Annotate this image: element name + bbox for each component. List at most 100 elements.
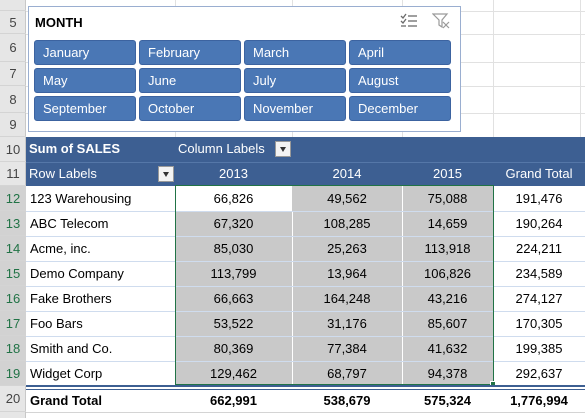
- slicer-item-september[interactable]: September: [34, 96, 136, 121]
- row-divider: [26, 336, 585, 337]
- clear-filter-icon[interactable]: [431, 13, 451, 31]
- grand-total-cell[interactable]: 575,324: [424, 393, 471, 408]
- value-cell[interactable]: 68,797: [327, 366, 367, 381]
- row-total-cell[interactable]: 274,127: [515, 291, 563, 306]
- row-label-cell[interactable]: Widget Corp: [30, 366, 103, 381]
- row-label-cell[interactable]: Fake Brothers: [30, 291, 112, 306]
- row-total-cell[interactable]: 199,385: [515, 341, 563, 356]
- row-header-partial[interactable]: [0, 0, 26, 11]
- row-total-cell[interactable]: 292,637: [515, 366, 563, 381]
- row-total-cell[interactable]: 170,305: [515, 316, 563, 331]
- row-label-cell[interactable]: Foo Bars: [30, 316, 83, 331]
- row-label-cell[interactable]: Acme, inc.: [30, 241, 91, 256]
- row-header-11[interactable]: 11: [0, 162, 26, 186]
- row-header-7[interactable]: 7: [0, 62, 26, 86]
- shaded-cells: [292, 186, 493, 211]
- pivot-subheader-row: Row Labels 2013 2014 2015 Grand Total: [26, 162, 585, 186]
- row-header-12[interactable]: 12: [0, 186, 26, 211]
- value-cell[interactable]: 66,663: [213, 291, 254, 306]
- value-cell[interactable]: 85,607: [427, 316, 468, 331]
- slicer-item-june[interactable]: June: [139, 68, 241, 93]
- row-divider: [26, 286, 585, 287]
- row-divider: [26, 311, 585, 312]
- value-cell[interactable]: 66,826: [213, 191, 254, 206]
- row-header-5[interactable]: 5: [0, 11, 26, 34]
- value-cell[interactable]: 53,522: [213, 316, 254, 331]
- value-cell[interactable]: 41,632: [427, 341, 468, 356]
- value-cell[interactable]: 129,462: [210, 366, 257, 381]
- value-cell[interactable]: 75,088: [427, 191, 468, 206]
- row-label-cell[interactable]: Smith and Co.: [30, 341, 113, 356]
- row-header-18[interactable]: 18: [0, 336, 26, 361]
- slicer-item-august[interactable]: August: [349, 68, 451, 93]
- value-cell[interactable]: 67,320: [213, 216, 254, 231]
- value-cell[interactable]: 80,369: [213, 341, 254, 356]
- value-cell[interactable]: 164,248: [323, 291, 371, 306]
- grid-line: [26, 412, 585, 413]
- value-cell[interactable]: 85,030: [213, 241, 254, 256]
- row-total-cell[interactable]: 190,264: [515, 216, 563, 231]
- row-header-13[interactable]: 13: [0, 211, 26, 236]
- value-cell[interactable]: 25,263: [327, 241, 367, 256]
- slicer-item-may[interactable]: May: [34, 68, 136, 93]
- row-total-cell[interactable]: 224,211: [515, 241, 563, 256]
- row-header-10[interactable]: 10: [0, 137, 26, 162]
- slicer-item-november[interactable]: November: [244, 96, 346, 121]
- grand-total-divider: [26, 385, 585, 387]
- row-label-cell[interactable]: 123 Warehousing: [30, 191, 132, 206]
- year-header-2013[interactable]: 2013: [219, 166, 248, 181]
- value-cell[interactable]: 31,176: [327, 316, 367, 331]
- row-header-16[interactable]: 16: [0, 286, 26, 311]
- grand-total-cell[interactable]: 538,679: [323, 393, 371, 408]
- value-cell[interactable]: 49,562: [327, 191, 367, 206]
- row-header-15[interactable]: 15: [0, 261, 26, 286]
- slicer-item-january[interactable]: January: [34, 40, 136, 65]
- row-labels-filter-dropdown[interactable]: [158, 166, 174, 182]
- value-cell[interactable]: 13,964: [327, 266, 367, 281]
- value-cell[interactable]: 43,216: [427, 291, 468, 306]
- slicer-title: MONTH: [35, 15, 83, 30]
- slicer-item-october[interactable]: October: [139, 96, 241, 121]
- row-divider: [26, 236, 585, 237]
- grand-total-label[interactable]: Grand Total: [30, 393, 102, 408]
- grand-total-overall-cell[interactable]: 1,776,994: [510, 393, 568, 408]
- slicer-item-april[interactable]: April: [349, 40, 451, 65]
- row-label-cell[interactable]: Demo Company: [30, 266, 124, 281]
- slicer-item-december[interactable]: December: [349, 96, 451, 121]
- year-header-2015[interactable]: 2015: [433, 166, 462, 181]
- slicer-item-february[interactable]: February: [139, 40, 241, 65]
- value-cell[interactable]: 106,826: [424, 266, 471, 281]
- row-header-14[interactable]: 14: [0, 236, 26, 261]
- row-label-cell[interactable]: ABC Telecom: [30, 216, 109, 231]
- multi-select-icon[interactable]: [399, 13, 419, 31]
- value-cell[interactable]: 14,659: [427, 216, 468, 231]
- row-labels-label[interactable]: Row Labels: [29, 166, 97, 181]
- row-total-cell[interactable]: 234,589: [515, 266, 563, 281]
- value-cell[interactable]: 108,285: [323, 216, 371, 231]
- row-header-6[interactable]: 6: [0, 34, 26, 62]
- value-cell[interactable]: 94,378: [427, 366, 468, 381]
- value-cell[interactable]: 77,384: [327, 341, 367, 356]
- row-header-9[interactable]: 9: [0, 113, 26, 137]
- grand-total-header[interactable]: Grand Total: [505, 166, 573, 181]
- grand-total-cell[interactable]: 662,991: [210, 393, 257, 408]
- value-cell[interactable]: 113,799: [210, 266, 257, 281]
- row-header-19[interactable]: 19: [0, 361, 26, 386]
- slicer-item-march[interactable]: March: [244, 40, 346, 65]
- column-labels-label[interactable]: Column Labels: [178, 141, 265, 156]
- column-labels-filter-dropdown[interactable]: [275, 141, 291, 157]
- row-header-8[interactable]: 8: [0, 86, 26, 113]
- row-divider: [26, 361, 585, 362]
- row-divider: [26, 261, 585, 262]
- shaded-cells: [175, 211, 493, 386]
- pivot-header-row: Sum of SALES Column Labels: [26, 137, 585, 162]
- month-slicer[interactable]: MONTH January February March April May J…: [28, 6, 461, 132]
- year-header-2014[interactable]: 2014: [332, 166, 362, 181]
- row-header-17[interactable]: 17: [0, 311, 26, 336]
- sum-of-sales-label[interactable]: Sum of SALES: [29, 141, 121, 156]
- row-header-20[interactable]: 20: [0, 386, 26, 412]
- value-cell[interactable]: 113,918: [424, 241, 471, 256]
- cell-selection-border: [175, 185, 494, 385]
- slicer-item-july[interactable]: July: [244, 68, 346, 93]
- row-total-cell[interactable]: 191,476: [515, 191, 563, 206]
